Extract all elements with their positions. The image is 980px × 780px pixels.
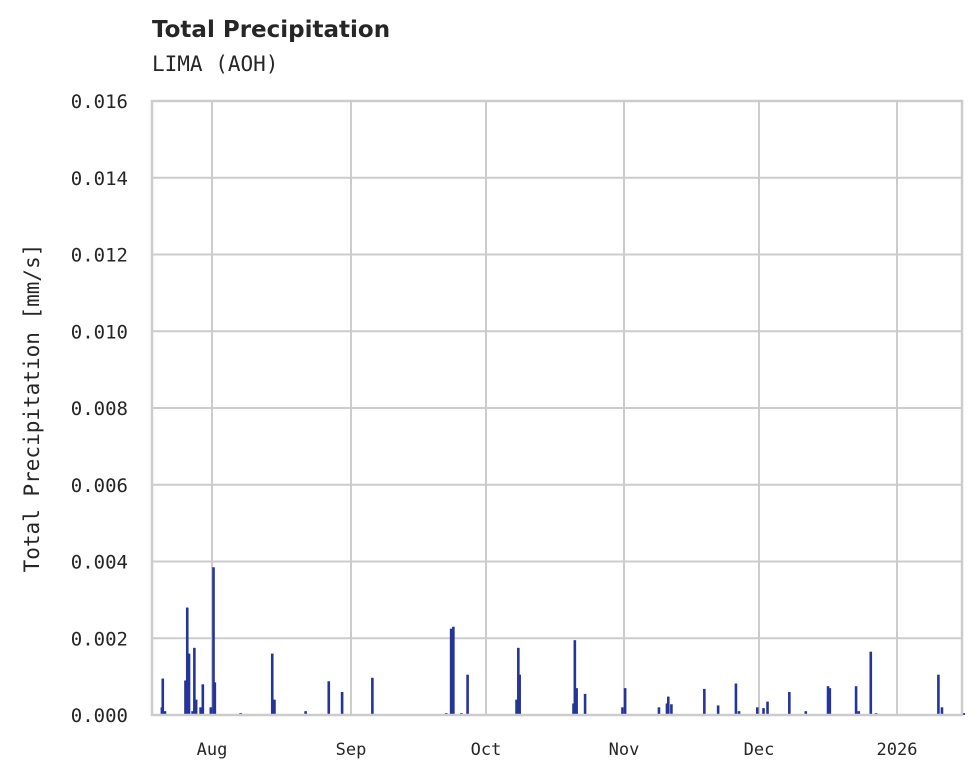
precip-bar <box>163 711 167 715</box>
chart-title: Total Precipitation <box>152 17 391 43</box>
precip-bar <box>449 628 453 715</box>
precip-bar <box>940 707 944 715</box>
precip-bar <box>340 691 344 715</box>
precip-bar <box>734 683 738 715</box>
precip-bar <box>737 711 741 715</box>
precip-bar <box>194 699 198 715</box>
chart-subtitle: LIMA (AOH) <box>152 52 279 76</box>
precip-bar <box>270 653 274 715</box>
precip-bar <box>515 699 518 715</box>
x-tick-label: 2026 <box>877 740 918 760</box>
precipitation-series <box>160 567 966 715</box>
precip-bar <box>572 703 575 715</box>
precip-bar <box>193 647 196 715</box>
y-tick-label: 0.016 <box>71 91 128 113</box>
y-tick-label: 0.010 <box>71 321 128 343</box>
precip-bar <box>466 674 469 715</box>
x-tick-label: Dec <box>744 740 775 760</box>
precip-bar <box>187 653 191 715</box>
y-tick-label: 0.014 <box>71 168 128 190</box>
precip-bar <box>184 680 187 715</box>
y-tick-label: 0.008 <box>71 398 128 420</box>
precip-bar <box>209 707 213 715</box>
x-tick-label: Oct <box>471 740 502 760</box>
precip-bar <box>452 626 455 715</box>
y-tick-label: 0.000 <box>71 705 128 727</box>
y-tick-label: 0.004 <box>71 552 128 574</box>
precip-bar <box>828 688 832 715</box>
precip-bar <box>273 699 276 715</box>
precip-bar <box>304 711 307 715</box>
gridlines <box>152 100 962 716</box>
plot-frame <box>150 99 964 717</box>
precip-bar <box>762 708 765 715</box>
precip-bar <box>670 704 673 715</box>
precip-bar <box>517 647 520 715</box>
y-tick-label: 0.002 <box>71 628 128 650</box>
y-tick-label: 0.012 <box>71 245 128 267</box>
precip-bar <box>518 674 521 715</box>
precip-bar <box>788 691 791 715</box>
x-tick-label: Aug <box>197 740 228 760</box>
precip-bar <box>213 682 217 715</box>
precip-bar <box>327 681 331 715</box>
y-tick-label: 0.006 <box>71 475 128 497</box>
precip-bar <box>804 711 808 715</box>
precip-bar <box>573 640 577 715</box>
precip-bar <box>857 711 861 715</box>
precip-bar <box>665 703 669 715</box>
precip-bar <box>199 707 202 715</box>
precip-bar <box>621 707 624 715</box>
precip-bar <box>161 678 165 715</box>
y-axis-ticks: 0.000 0.002 0.004 0.006 0.008 0.010 0.012 0.014… <box>71 91 128 727</box>
precip-bar <box>575 688 578 715</box>
precip-bar <box>826 686 830 715</box>
precip-bar <box>854 686 858 715</box>
precip-bar <box>623 688 627 715</box>
precip-bar <box>583 693 587 715</box>
precip-bar <box>657 707 661 715</box>
precip-bar <box>201 684 205 715</box>
precip-bar <box>185 607 189 715</box>
precip-bar <box>191 711 194 715</box>
precip-bar <box>212 567 215 715</box>
precip-bar <box>666 696 670 715</box>
precip-bar <box>703 688 706 715</box>
precip-bar <box>755 707 759 715</box>
precip-bar <box>962 713 966 715</box>
precip-bar <box>869 651 873 715</box>
precip-bar <box>766 701 769 715</box>
x-tick-label: Nov <box>609 740 640 760</box>
x-axis-ticks: Aug Sep Oct Nov Dec 2026 <box>197 740 918 760</box>
precip-bar <box>716 705 720 715</box>
x-tick-label: Sep <box>336 740 367 760</box>
precip-bar <box>371 677 374 715</box>
precip-bar <box>937 674 940 715</box>
